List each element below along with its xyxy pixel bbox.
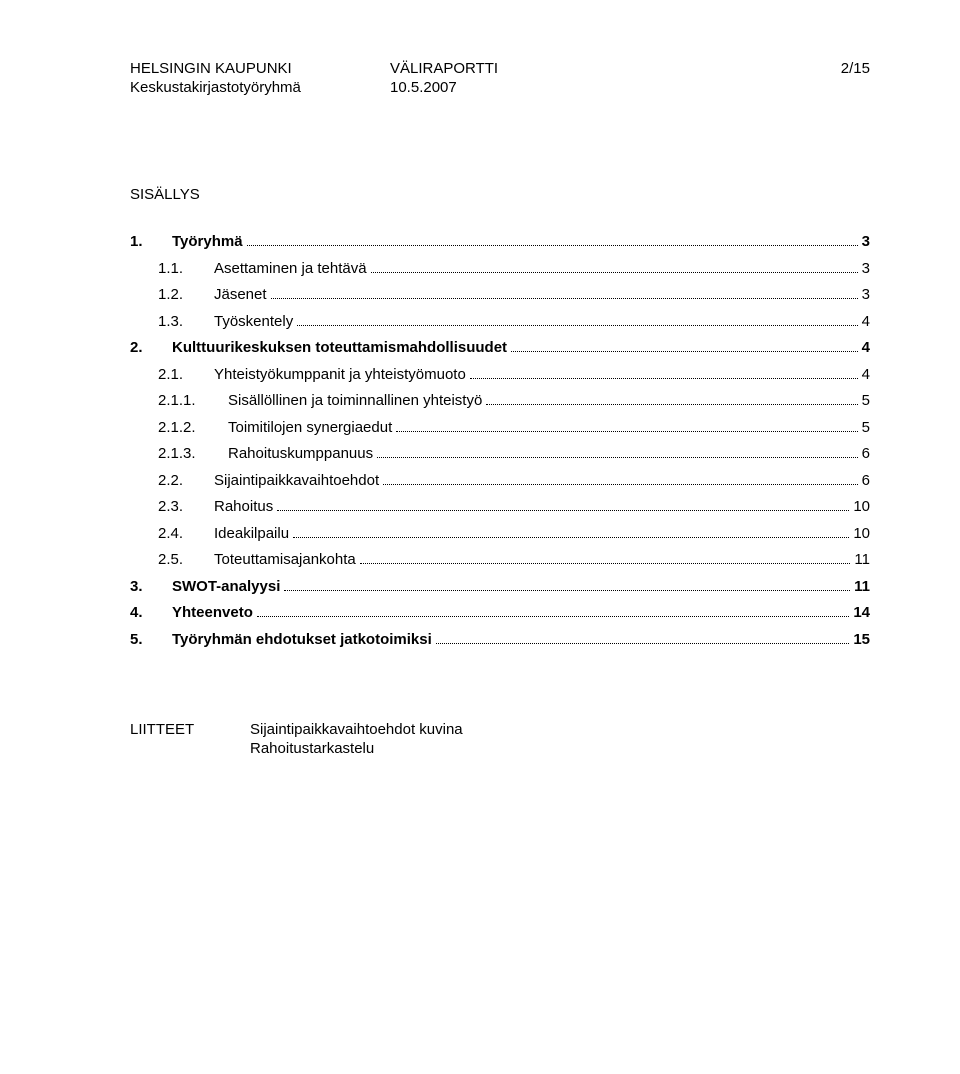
toc-page: 11 <box>854 549 870 572</box>
toc-page: 15 <box>853 629 870 652</box>
toc-page: 3 <box>862 231 870 254</box>
toc-page: 3 <box>862 258 870 281</box>
toc-page: 11 <box>854 576 870 599</box>
toc-leader-dots <box>257 604 849 618</box>
toc-row: 2.1.2.Toimitilojen synergiaedut 5 <box>130 417 870 440</box>
toc-page: 5 <box>862 390 870 413</box>
header-page: 2/15 <box>590 60 870 77</box>
toc-leader-dots <box>436 630 850 644</box>
toc-number: 2.2. <box>158 470 214 493</box>
toc-label: Työryhmän ehdotukset jatkotoimiksi <box>172 629 432 652</box>
toc-row: 2.Kulttuurikeskuksen toteuttamismahdolli… <box>130 337 870 360</box>
toc-row: 2.2.Sijaintipaikkavaihtoehdot 6 <box>130 470 870 493</box>
header-doc-type: VÄLIRAPORTTI <box>390 60 590 77</box>
toc-row: 2.5.Toteuttamisajankohta 11 <box>130 549 870 572</box>
toc-label: Rahoituskumppanuus <box>228 443 373 466</box>
toc-leader-dots <box>470 365 858 379</box>
toc-label: Toteuttamisajankohta <box>214 549 356 572</box>
toc-leader-dots <box>511 339 858 353</box>
toc-number: 2.5. <box>158 549 214 572</box>
toc-leader-dots <box>360 551 851 565</box>
toc-row: 2.4.Ideakilpailu 10 <box>130 523 870 546</box>
toc-row: 1.3.Työskentely 4 <box>130 311 870 334</box>
toc-number: 4. <box>130 602 172 625</box>
header-org: HELSINGIN KAUPUNKI <box>130 60 390 77</box>
appendix-block: LIITTEET Sijaintipaikkavaihtoehdot kuvin… <box>130 721 870 759</box>
toc-number: 2.1.3. <box>158 443 228 466</box>
toc-number: 2.1. <box>158 364 214 387</box>
toc-number: 5. <box>130 629 172 652</box>
toc-number: 2.3. <box>158 496 214 519</box>
toc-row: 3.SWOT-analyysi 11 <box>130 576 870 599</box>
toc-page: 4 <box>862 364 870 387</box>
toc-number: 3. <box>130 576 172 599</box>
toc-page: 4 <box>862 337 870 360</box>
toc-number: 1.1. <box>158 258 214 281</box>
toc-number: 2.4. <box>158 523 214 546</box>
section-title: SISÄLLYS <box>130 186 870 203</box>
toc-number: 2. <box>130 337 172 360</box>
header-date: 10.5.2007 <box>390 79 590 96</box>
toc-number: 1.2. <box>158 284 214 307</box>
toc-label: Yhteenveto <box>172 602 253 625</box>
toc-row: 2.3.Rahoitus 10 <box>130 496 870 519</box>
toc-leader-dots <box>486 392 857 406</box>
appendix-items: Sijaintipaikkavaihtoehdot kuvina Rahoitus… <box>250 721 463 759</box>
header-group: Keskustakirjastotyöryhmä <box>130 79 390 96</box>
toc-label: Yhteistyökumppanit ja yhteistyömuoto <box>214 364 466 387</box>
toc-label: Työryhmä <box>172 231 243 254</box>
toc-number: 2.1.2. <box>158 417 228 440</box>
toc-number: 1. <box>130 231 172 254</box>
toc-row: 2.1.1.Sisällöllinen ja toiminnallinen yh… <box>130 390 870 413</box>
toc-label: Sisällöllinen ja toiminnallinen yhteisty… <box>228 390 482 413</box>
toc-leader-dots <box>383 471 858 485</box>
toc-label: Ideakilpailu <box>214 523 289 546</box>
toc-page: 10 <box>853 496 870 519</box>
toc-label: Toimitilojen synergiaedut <box>228 417 392 440</box>
table-of-contents: 1.Työryhmä31.1.Asettaminen ja tehtävä31.… <box>130 231 870 651</box>
toc-label: Sijaintipaikkavaihtoehdot <box>214 470 379 493</box>
toc-row: 1.2.Jäsenet 3 <box>130 284 870 307</box>
toc-leader-dots <box>371 259 858 273</box>
toc-label: Asettaminen ja tehtävä <box>214 258 367 281</box>
toc-page: 3 <box>862 284 870 307</box>
toc-row: 4.Yhteenveto 14 <box>130 602 870 625</box>
toc-row: 1.1.Asettaminen ja tehtävä 3 <box>130 258 870 281</box>
toc-label: Kulttuurikeskuksen toteuttamismahdollisu… <box>172 337 507 360</box>
toc-label: SWOT-analyysi <box>172 576 280 599</box>
toc-leader-dots <box>293 524 849 538</box>
toc-label: Jäsenet <box>214 284 267 307</box>
toc-row: 5.Työryhmän ehdotukset jatkotoimiksi 15 <box>130 629 870 652</box>
toc-label: Rahoitus <box>214 496 273 519</box>
toc-page: 6 <box>862 443 870 466</box>
toc-leader-dots <box>284 577 850 591</box>
toc-label: Työskentely <box>214 311 293 334</box>
toc-row: 2.1.3.Rahoituskumppanuus 6 <box>130 443 870 466</box>
toc-page: 6 <box>862 470 870 493</box>
toc-row: 1.Työryhmä 3 <box>130 231 870 254</box>
toc-page: 4 <box>862 311 870 334</box>
toc-leader-dots <box>277 498 849 512</box>
appendix-label: LIITTEET <box>130 721 250 759</box>
appendix-item: Sijaintipaikkavaihtoehdot kuvina <box>250 721 463 738</box>
toc-page: 10 <box>853 523 870 546</box>
toc-number: 1.3. <box>158 311 214 334</box>
appendix-item: Rahoitustarkastelu <box>250 740 463 757</box>
toc-page: 14 <box>853 602 870 625</box>
header-line-2: Keskustakirjastotyöryhmä 10.5.2007 <box>130 79 870 96</box>
toc-leader-dots <box>271 286 858 300</box>
toc-row: 2.1.Yhteistyökumppanit ja yhteistyömuoto… <box>130 364 870 387</box>
toc-leader-dots <box>396 418 857 432</box>
header-line-1: HELSINGIN KAUPUNKI VÄLIRAPORTTI 2/15 <box>130 60 870 77</box>
toc-leader-dots <box>297 312 857 326</box>
toc-leader-dots <box>247 233 858 247</box>
toc-leader-dots <box>377 445 858 459</box>
toc-page: 5 <box>862 417 870 440</box>
toc-number: 2.1.1. <box>158 390 228 413</box>
